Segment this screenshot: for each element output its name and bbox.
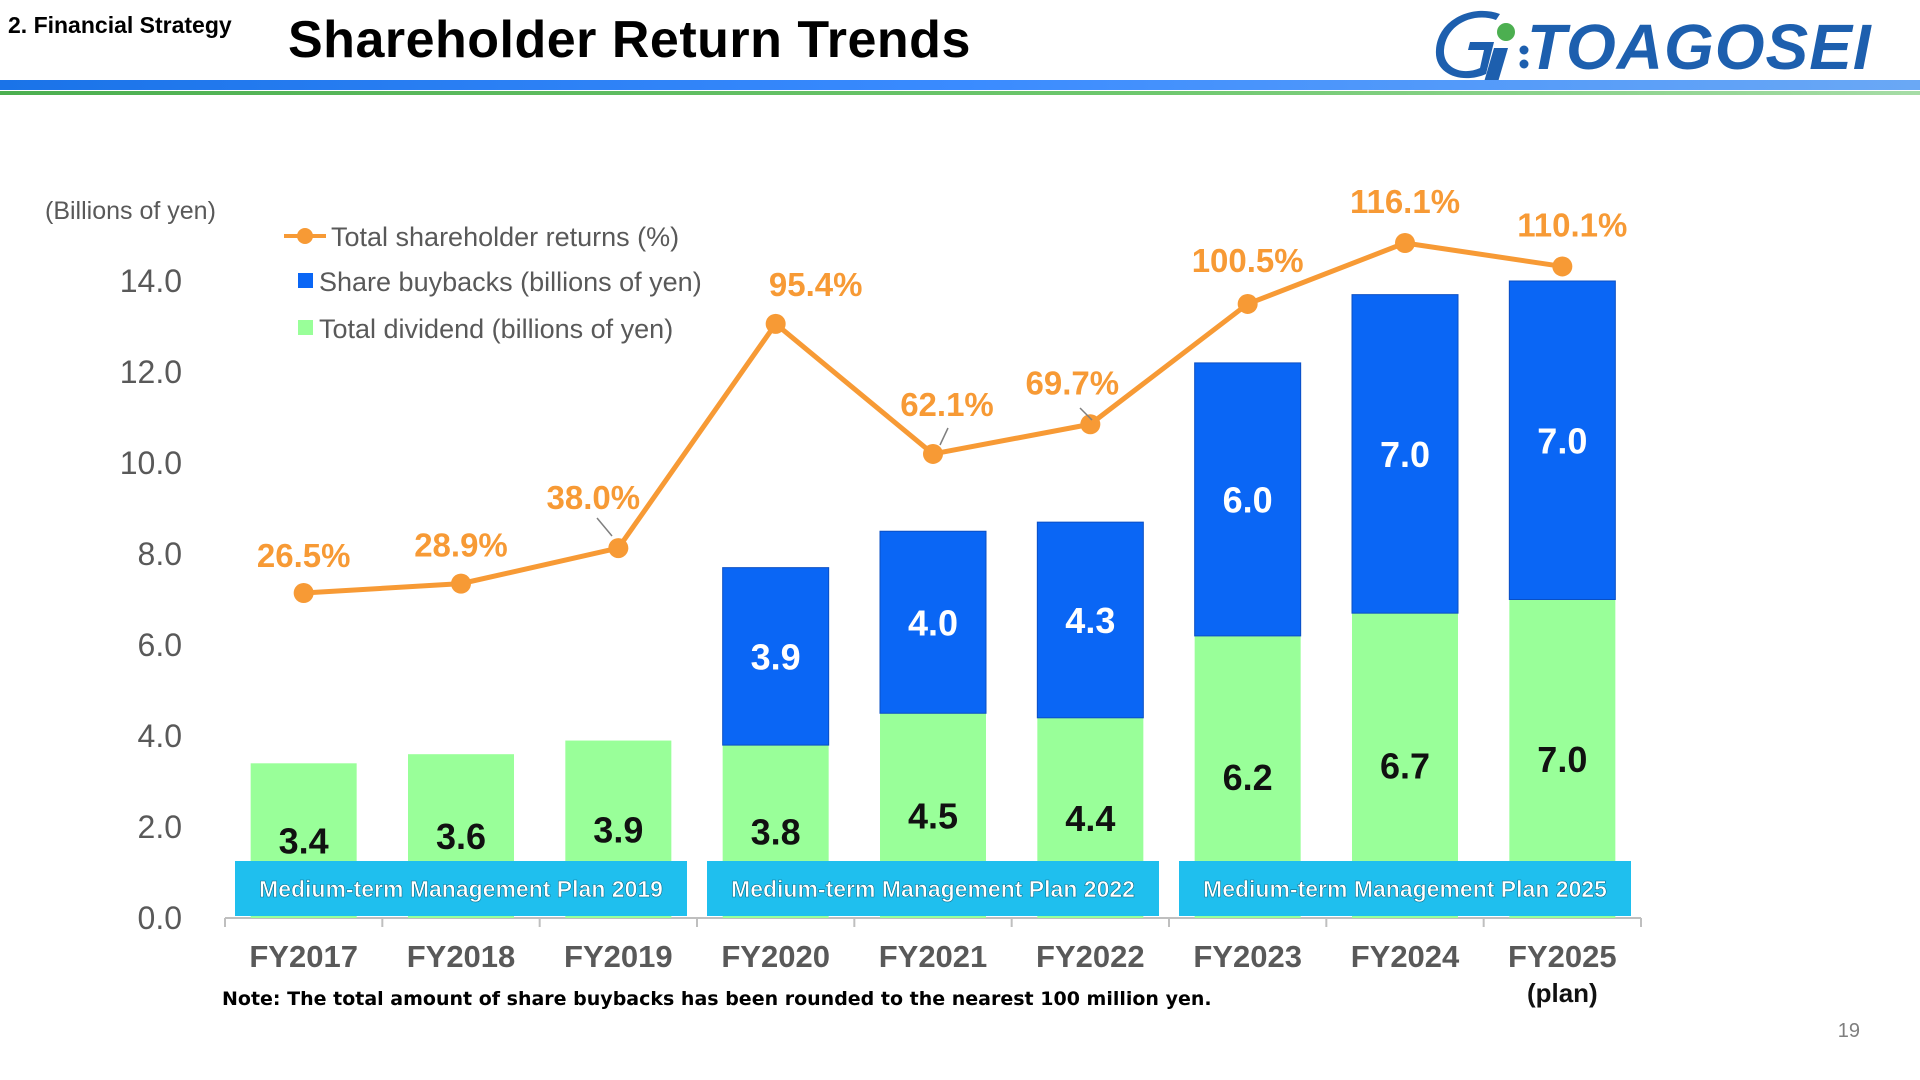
bar-buyback — [1508, 280, 1616, 600]
leader-line — [1079, 407, 1093, 421]
returns-value-label: 116.1% — [1350, 183, 1460, 220]
buyback-value-label: 6.0 — [1223, 479, 1273, 520]
y-tick-label: 10.0 — [120, 445, 182, 481]
legend-square-swatch — [298, 273, 313, 288]
legend-point-swatch — [297, 228, 313, 244]
y-tick-label: 8.0 — [138, 536, 182, 572]
returns-value-label: 38.0% — [547, 479, 641, 516]
page-title: Shareholder Return Trends — [288, 11, 971, 69]
returns-value-label: 100.5% — [1192, 242, 1304, 279]
y-tick-label: 4.0 — [138, 718, 182, 754]
plan-band-label: Medium-term Management Plan 2019 — [259, 876, 663, 902]
returns-point — [923, 443, 943, 464]
y-axis-unit-label: (Billions of yen) — [45, 197, 216, 225]
company-logo: TOAGOSEI — [1434, 6, 1914, 84]
footnote: Note: The total amount of share buybacks… — [222, 988, 1212, 1010]
y-tick-label: 2.0 — [138, 809, 182, 845]
dividend-value-label: 6.7 — [1380, 746, 1430, 787]
bar-buyback — [1194, 362, 1302, 637]
x-category-label: FY2017 — [249, 939, 358, 974]
x-category-label: FY2018 — [407, 939, 516, 974]
returns-value-label: 110.1% — [1517, 206, 1627, 243]
plan-band-label: Medium-term Management Plan 2022 — [731, 876, 1135, 902]
page-number: 19 — [1837, 1020, 1860, 1042]
x-category-label: FY2023 — [1193, 939, 1302, 974]
returns-point — [608, 538, 629, 559]
returns-point — [1237, 293, 1258, 314]
header-rule-green — [0, 91, 1920, 95]
bar-buyback — [1036, 521, 1144, 719]
plan-band-label: Medium-term Management Plan 2025 — [1203, 876, 1607, 902]
y-tick-label: 0.0 — [138, 900, 182, 936]
dividend-value-label: 7.0 — [1537, 739, 1587, 780]
dividend-value-label: 3.6 — [436, 816, 486, 857]
buyback-value-label: 3.9 — [751, 636, 801, 677]
y-tick-label: 6.0 — [138, 627, 182, 663]
buyback-value-label: 7.0 — [1537, 420, 1587, 461]
bar-buyback — [722, 567, 830, 746]
x-category-label: FY2022 — [1036, 939, 1145, 974]
plan-band — [235, 861, 687, 916]
logo-wordmark: TOAGOSEI — [1527, 11, 1872, 83]
x-category-label: FY2025 — [1508, 939, 1617, 974]
y-tick-label: 14.0 — [120, 263, 182, 299]
dividend-value-label: 3.4 — [279, 821, 329, 862]
legend-square-swatch — [298, 320, 313, 335]
returns-value-label: 26.5% — [257, 537, 351, 574]
buyback-value-label: 4.3 — [1065, 600, 1115, 641]
x-category-sublabel: (plan) — [1527, 978, 1598, 1008]
legend-label: Share buybacks (billions of yen) — [319, 267, 702, 297]
x-category-label: FY2024 — [1351, 939, 1460, 974]
y-tick-label: 12.0 — [120, 354, 182, 390]
dividend-value-label: 3.9 — [593, 809, 643, 850]
returns-value-label: 69.7% — [1026, 364, 1120, 401]
bar-buyback — [1351, 294, 1459, 614]
x-category-label: FY2020 — [721, 939, 830, 974]
dividend-value-label: 3.8 — [751, 812, 801, 853]
returns-value-label: 28.9% — [414, 527, 508, 564]
dividend-value-label: 6.2 — [1223, 757, 1273, 798]
returns-point — [451, 573, 471, 594]
returns-value-label: 62.1% — [900, 386, 994, 423]
logo-mark-icon — [1435, 10, 1529, 82]
section-label: 2. Financial Strategy — [8, 12, 232, 38]
dividend-value-label: 4.4 — [1065, 798, 1115, 839]
plan-band — [707, 861, 1159, 916]
legend-label: Total shareholder returns (%) — [331, 222, 679, 252]
returns-point — [293, 583, 314, 603]
returns-point — [1552, 256, 1573, 277]
buyback-value-label: 4.0 — [908, 602, 958, 643]
returns-point — [1080, 414, 1101, 435]
leader-line — [596, 517, 613, 537]
header-rule-blue — [0, 80, 1920, 90]
buyback-value-label: 7.0 — [1380, 434, 1430, 475]
plan-band — [1179, 861, 1631, 916]
x-category-label: FY2019 — [564, 939, 673, 974]
x-category-label: FY2021 — [879, 939, 988, 974]
returns-point — [1395, 233, 1415, 253]
returns-value-label: 95.4% — [769, 266, 863, 303]
dividend-value-label: 4.5 — [908, 796, 958, 837]
bar-buyback — [879, 530, 987, 714]
legend-label: Total dividend (billions of yen) — [319, 314, 673, 344]
returns-point — [765, 313, 786, 334]
leader-line — [939, 427, 949, 446]
